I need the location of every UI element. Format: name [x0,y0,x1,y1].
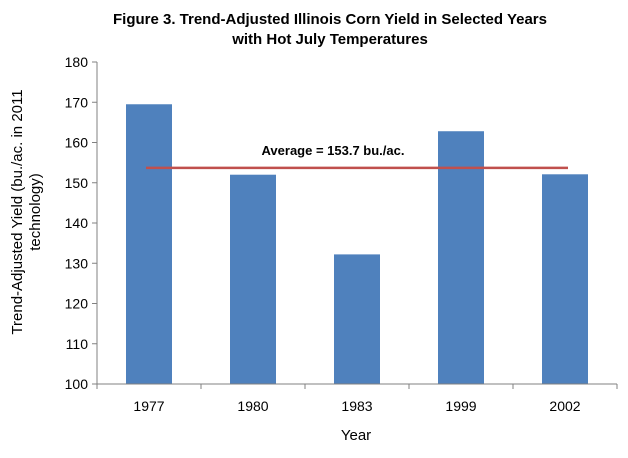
bar-2002 [542,174,588,384]
y-tick-label-110: 110 [66,336,89,352]
y-tick-label-130: 130 [65,255,89,271]
chart-title-line-2: with Hot July Temperatures [231,31,428,48]
y-axis-label-line-2: technology) [27,173,44,251]
chart-title-line-1: Figure 3. Trend-Adjusted Illinois Corn Y… [113,11,547,28]
y-tick-label-160: 160 [65,135,89,151]
plot-area: 100 110 120 130 140 150 160 170 180 1977 1980 1983 1… [65,54,618,414]
x-tick-label-2002: 2002 [549,398,580,414]
bar-1983 [334,254,380,384]
average-label: Average = 153.7 bu./ac. [262,143,405,158]
x-tick-label-1983: 1983 [341,398,372,414]
bar-1977 [126,104,172,384]
y-tick-label-180: 180 [65,54,89,70]
bar-1999 [438,131,484,384]
y-tick-label-140: 140 [65,215,89,231]
y-axis-label-line-1: Trend-Adjusted Yield (bu./ac. in 2011 [9,89,26,334]
x-axis-label: Year [341,427,371,444]
y-tick-label-150: 150 [65,175,89,191]
y-tick-label-170: 170 [65,94,89,110]
y-tick-label-120: 120 [65,296,89,312]
y-tick-label-100: 100 [65,376,89,392]
x-tick-label-1980: 1980 [237,398,268,414]
x-tick-label-1977: 1977 [133,398,164,414]
bar-1980 [230,174,276,384]
x-tick-label-1999: 1999 [445,398,476,414]
